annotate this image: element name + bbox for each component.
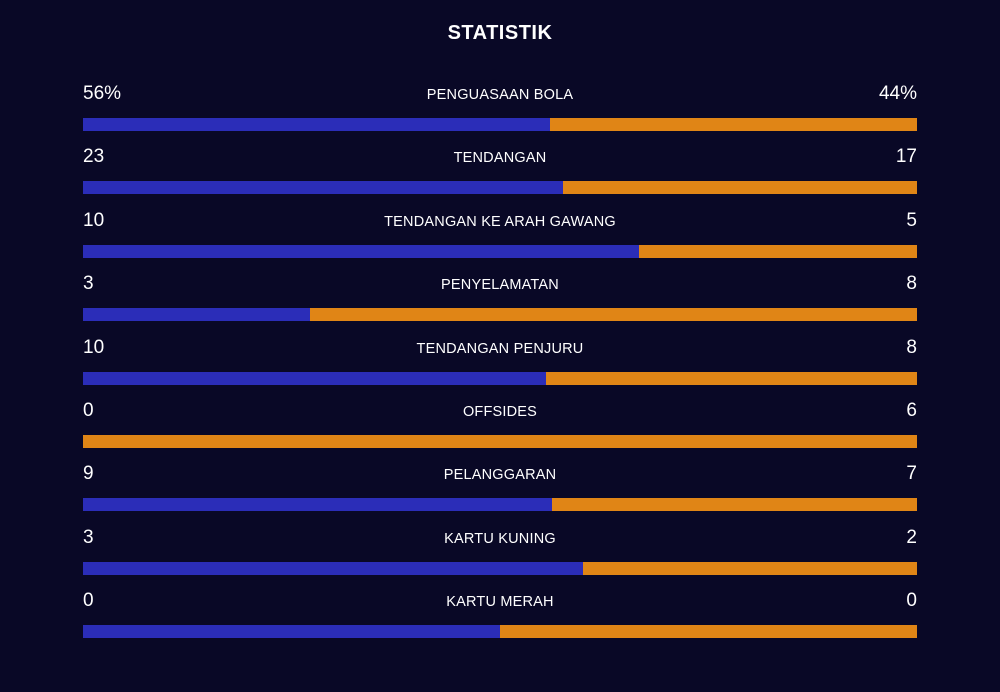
stat-bar <box>83 308 917 322</box>
stat-label: OFFSIDES <box>462 403 538 420</box>
stat-bar <box>83 561 917 575</box>
stat-left-value: 3 <box>83 526 94 548</box>
stat-right-value: 8 <box>906 336 917 358</box>
stat-label: TENDANGAN PENJURU <box>416 340 584 357</box>
stat-left-value: 56% <box>83 83 122 104</box>
chart-title: STATISTIK <box>447 22 553 44</box>
stat-left-value: 0 <box>83 590 94 612</box>
bar-away-segment <box>638 244 917 258</box>
bar-home-segment <box>83 371 547 385</box>
stat-left-value: 23 <box>83 146 105 168</box>
stat-row: 9 PELANGGARAN 7 <box>83 460 917 523</box>
stat-row: 56% PENGUASAAN BOLA 44% <box>83 80 917 143</box>
bar-away-segment <box>310 308 917 322</box>
stat-right-value: 5 <box>906 209 917 231</box>
stat-bar <box>83 434 917 448</box>
stat-bar <box>83 118 917 131</box>
stat-row: 0 OFFSIDES 6 <box>83 397 917 460</box>
bar-home-segment <box>83 181 563 195</box>
bar-home-segment <box>83 625 500 639</box>
bar-home-segment <box>83 561 584 575</box>
stat-bar <box>83 244 917 258</box>
stat-left-value: 0 <box>83 399 94 421</box>
stat-row: 0 KARTU MERAH 0 <box>83 587 917 650</box>
stat-label: TENDANGAN KE ARAH GAWANG <box>384 213 616 230</box>
stat-right-value: 17 <box>895 146 917 168</box>
stat-bar <box>83 625 917 639</box>
bar-away-segment <box>583 561 917 575</box>
stat-row: 10 TENDANGAN KE ARAH GAWANG 5 <box>83 207 917 270</box>
bar-away-segment <box>500 625 917 639</box>
bar-away-segment <box>552 498 917 512</box>
stat-left-value: 10 <box>83 336 105 358</box>
stat-left-value: 9 <box>83 463 94 485</box>
stat-right-value: 7 <box>906 463 917 485</box>
stat-row: 10 TENDANGAN PENJURU 8 <box>83 334 917 397</box>
bar-away-segment <box>550 118 917 131</box>
stat-label: KARTU KUNING <box>444 530 556 547</box>
bar-home-segment <box>83 308 311 322</box>
bar-home-segment <box>83 498 553 512</box>
stat-label: PENGUASAAN BOLA <box>426 87 574 103</box>
stat-right-value: 2 <box>906 526 917 548</box>
stat-right-value: 0 <box>906 590 917 612</box>
stat-row: 23 TENDANGAN 17 <box>83 143 917 206</box>
stat-row: 3 KARTU KUNING 2 <box>83 524 917 587</box>
stat-right-value: 44% <box>878 83 917 104</box>
stat-right-value: 8 <box>906 273 917 295</box>
stat-right-value: 6 <box>906 399 917 421</box>
stat-bar <box>83 371 917 385</box>
stat-bar <box>83 181 917 195</box>
stat-label: TENDANGAN <box>453 150 547 167</box>
bar-away-segment <box>83 434 917 448</box>
stat-left-value: 10 <box>83 209 105 231</box>
stats-list: 56% PENGUASAAN BOLA 44% 23 TENDANGAN 17 10 TEND… <box>83 80 917 651</box>
bar-home-segment <box>83 244 639 258</box>
stat-row: 3 PENYELAMATAN 8 <box>83 270 917 333</box>
bar-away-segment <box>562 181 917 195</box>
bar-away-segment <box>546 371 917 385</box>
bar-home-segment <box>83 118 551 131</box>
stat-label: PELANGGARAN <box>443 467 557 484</box>
stat-label: PENYELAMATAN <box>441 277 559 294</box>
stat-left-value: 3 <box>83 273 94 295</box>
stat-bar <box>83 498 917 512</box>
stat-label: KARTU MERAH <box>446 594 554 611</box>
